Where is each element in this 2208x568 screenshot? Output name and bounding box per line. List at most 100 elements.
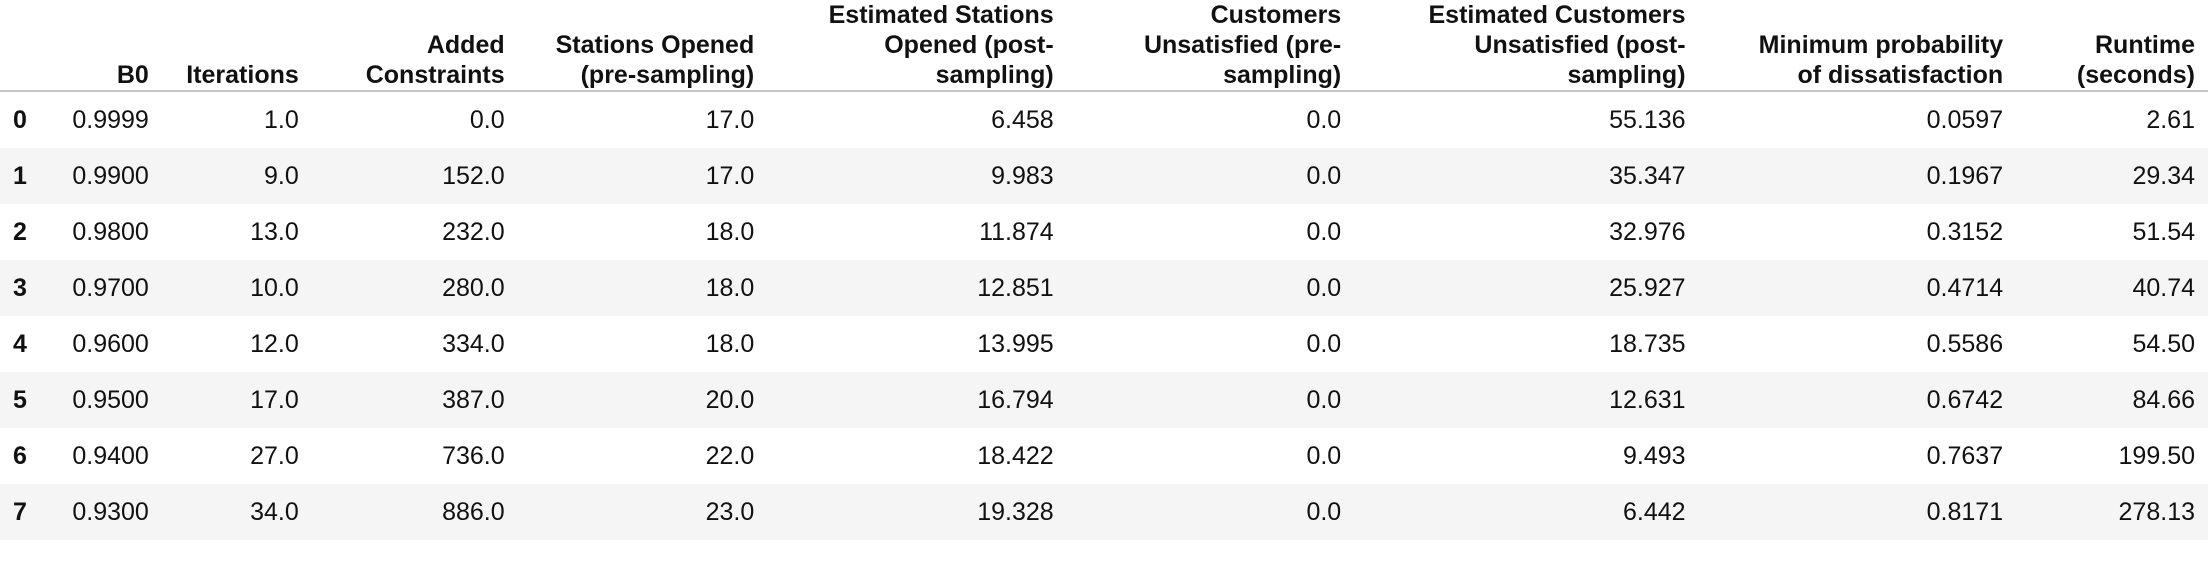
table-cell: 0.0 [1306,386,1342,414]
table-row: 0 0.9999 1.0 0.0 17.0 6.458 0.0 55.136 0.0597 2.6… [0,91,2208,148]
table-cell: 9.493 [1622,442,1686,470]
table-cell: 0.5586 [1926,330,2004,358]
table-cell: 84.66 [2132,386,2195,414]
table-cell: 32.976 [1609,218,1686,246]
index-header [0,0,40,92]
column-header-estimated-stations-opened-post-sampling: Estimated Stations Opened (post- samplin… [767,0,1067,92]
table-cell: 6.458 [991,106,1054,134]
table-row: 4 0.9600 12.0 334.0 18.0 13.995 0.0 18.735 0.558… [0,316,2208,372]
table-cell: 0.0 [1306,218,1342,246]
table-cell: 0.0 [1306,106,1342,134]
row-index: 2 [13,218,27,246]
table-cell: 0.6742 [1926,386,2004,414]
table-cell: 886.0 [442,498,505,526]
table-cell: 11.874 [979,218,1054,246]
column-header-runtime-seconds: Runtime (seconds) [2016,0,2208,92]
table-cell: 0.7637 [1926,442,2004,470]
table-cell: 55.136 [1609,106,1686,134]
table-cell: 12.0 [250,330,299,358]
table-cell: 19.328 [977,498,1054,526]
table-cell: 6.442 [1622,498,1686,526]
table-cell: 17.0 [250,386,299,414]
table-cell: 18.0 [705,218,755,246]
row-index: 4 [13,330,27,358]
column-header-customers-unsatisfied-pre-sampling: Customers Unsatisfied (pre- sampling) [1066,0,1355,92]
table-cell: 0.8171 [1926,498,2004,526]
table-cell: 0.9999 [72,106,149,134]
table-cell: 23.0 [705,498,755,526]
table-cell: 0.9300 [72,498,149,526]
table-cell: 0.9600 [72,330,149,358]
table-cell: 16.794 [977,386,1054,414]
table-cell: 9.983 [991,162,1054,190]
table-row: 7 0.9300 34.0 886.0 23.0 19.328 0.0 6.442 0.8171… [0,484,2208,540]
table-cell: 0.0 [1306,330,1342,358]
table-cell: 0.9900 [72,162,149,190]
table-cell: 18.0 [705,274,755,302]
table-cell: 334.0 [442,330,505,358]
table-cell: 18.0 [705,330,755,358]
table-cell: 9.0 [264,162,299,190]
row-index: 5 [13,386,27,414]
table-cell: 2.61 [2146,106,2195,134]
table-cell: 0.0597 [1926,106,2004,134]
table-cell: 35.347 [1609,162,1686,190]
table-cell: 387.0 [442,386,505,414]
table-cell: 0.4714 [1926,274,2004,302]
table-cell: 13.995 [977,330,1054,358]
table-cell: 0.0 [1306,498,1342,526]
table-row: 5 0.9500 17.0 387.0 20.0 16.794 0.0 12.631 0.674… [0,372,2208,428]
column-header-added-constraints: Added Constraints [311,0,518,92]
column-header-stations-opened-pre-sampling: Stations Opened (pre-sampling) [517,0,768,92]
table-cell: 280.0 [442,274,505,302]
table-cell: 152.0 [442,162,505,190]
table-header: B0 Iterations Added Constraints Stations Op… [0,0,2208,92]
table-cell: 22.0 [705,442,755,470]
table-cell: 0.0 [469,106,505,134]
table-cell: 12.631 [1609,386,1686,414]
table-cell: 29.34 [2132,162,2195,190]
table-cell: 10.0 [250,274,299,302]
row-index: 3 [13,274,27,302]
column-header-iterations: Iterations [161,0,312,92]
table-cell: 34.0 [250,498,299,526]
table-cell: 54.50 [2132,330,2195,358]
table-cell: 0.0 [1306,162,1342,190]
table-cell: 20.0 [705,386,755,414]
row-index: 6 [13,442,27,470]
column-header-b0: B0 [39,0,162,92]
header-row: B0 Iterations Added Constraints Stations Op… [0,0,2208,92]
table-cell: 51.54 [2132,218,2195,246]
table-body: 0 0.9999 1.0 0.0 17.0 6.458 0.0 55.136 0.0597 2.6… [0,91,2208,540]
table-row: 2 0.9800 13.0 232.0 18.0 11.874 0.0 32.976 0.315… [0,204,2208,260]
table-cell: 13.0 [250,218,299,246]
table-cell: 1.0 [264,106,299,134]
table-cell: 40.74 [2132,274,2195,302]
row-index: 0 [13,106,27,134]
column-header-estimated-customers-unsatisfied-post-sampling: Estimated Customers Unsatisfied (post- s… [1354,0,1699,92]
row-index: 1 [13,162,27,190]
table-cell: 0.9500 [72,386,149,414]
table-cell: 0.9800 [72,218,149,246]
table-cell: 0.9400 [72,442,149,470]
table-cell: 0.1967 [1926,162,2004,190]
results-dataframe: B0 Iterations Added Constraints Stations Op… [0,0,2208,540]
table-cell: 278.13 [2118,498,2195,526]
table-cell: 199.50 [2118,442,2195,470]
table-row: 6 0.9400 27.0 736.0 22.0 18.422 0.0 9.493 0.7637… [0,428,2208,484]
table-cell: 18.422 [977,442,1054,470]
table-cell: 736.0 [442,442,505,470]
table-cell: 25.927 [1609,274,1686,302]
table-cell: 17.0 [705,106,755,134]
table-cell: 18.735 [1609,330,1686,358]
table-row: 3 0.9700 10.0 280.0 18.0 12.851 0.0 25.927 0.471… [0,260,2208,316]
table-cell: 232.0 [442,218,505,246]
column-header-minimum-probability-of-dissatisfaction: Minimum probability of dissatisfaction [1698,0,2017,92]
table-cell: 0.0 [1306,442,1342,470]
row-index: 7 [13,498,27,526]
table-cell: 12.851 [977,274,1054,302]
table-cell: 0.9700 [72,274,149,302]
table-row: 1 0.9900 9.0 152.0 17.0 9.983 0.0 35.347 0.1967 2… [0,148,2208,204]
table-cell: 0.3152 [1926,218,2004,246]
table-cell: 17.0 [705,162,755,190]
